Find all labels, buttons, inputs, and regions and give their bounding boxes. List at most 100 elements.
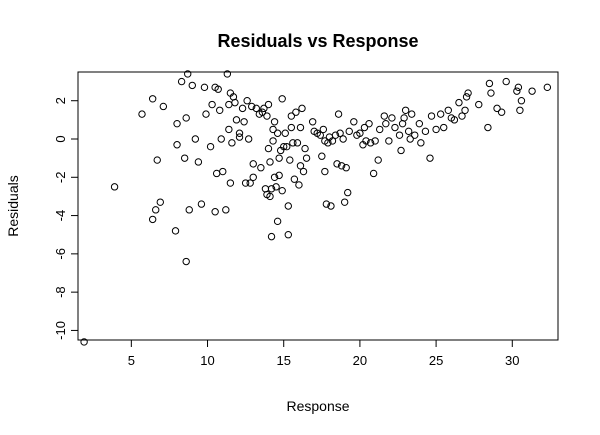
data-point [267, 185, 276, 193]
data-point [345, 127, 353, 136]
data-point [278, 186, 286, 195]
data-point [391, 123, 399, 132]
y-tick-label: -6 [53, 248, 68, 260]
data-point [257, 164, 265, 172]
data-point [444, 106, 452, 114]
data-point [374, 156, 382, 164]
data-point [411, 131, 419, 139]
data-point [339, 135, 347, 143]
data-point [484, 123, 492, 132]
y-tick-label: 2 [53, 97, 68, 104]
data-point [287, 112, 296, 120]
data-point [148, 95, 157, 103]
data-point [427, 112, 436, 120]
data-point [421, 127, 430, 136]
data-point [269, 137, 277, 145]
data-point [360, 123, 369, 132]
data-point [397, 146, 405, 155]
chart-title: Residuals vs Response [217, 31, 418, 51]
data-point [450, 116, 459, 124]
data-point [432, 125, 440, 134]
data-point [284, 202, 292, 210]
data-point [182, 257, 190, 266]
data-point [319, 125, 328, 134]
data-point [217, 135, 225, 143]
data-point [458, 112, 466, 120]
data-point [388, 114, 396, 122]
data-point [382, 119, 390, 128]
data-point [415, 119, 424, 128]
data-point [327, 202, 335, 210]
y-axis-label: Residuals [5, 175, 21, 236]
data-point [185, 206, 193, 214]
data-point [464, 89, 472, 97]
data-point [182, 114, 190, 122]
plot-frame [77, 71, 559, 341]
data-point [270, 173, 279, 181]
data-point [417, 139, 425, 147]
data-point [171, 227, 180, 235]
data-point [493, 104, 501, 113]
data-point [365, 119, 373, 128]
data-point [264, 144, 273, 153]
data-point [342, 164, 350, 172]
data-point [426, 154, 434, 162]
data-point [395, 131, 404, 139]
data-point [376, 125, 384, 134]
data-point [302, 154, 311, 162]
y-tick-label: -10 [53, 321, 68, 340]
data-point [244, 135, 253, 143]
data-point [340, 198, 349, 206]
data-point [80, 338, 88, 346]
y-tick-label: 0 [53, 135, 68, 142]
data-point [252, 104, 260, 113]
data-point [173, 141, 181, 149]
data-point [380, 112, 388, 120]
data-point [280, 142, 288, 151]
data-point [212, 169, 221, 178]
data-point [331, 131, 340, 139]
data-point [462, 93, 471, 101]
data-point [333, 160, 341, 168]
data-point [408, 110, 416, 118]
x-tick-label: 15 [276, 353, 290, 368]
data-point [528, 87, 536, 95]
data-point [295, 181, 303, 189]
data-point [208, 100, 216, 109]
data-point [263, 112, 271, 120]
data-point [241, 179, 250, 187]
data-point [514, 83, 523, 92]
data-point [298, 104, 306, 113]
data-point [148, 215, 157, 224]
data-point [296, 162, 305, 170]
data-point [401, 106, 410, 114]
data-point [440, 123, 448, 132]
data-point [238, 104, 247, 113]
data-point [293, 139, 302, 147]
data-point [299, 167, 308, 176]
data-point [246, 179, 254, 187]
data-point [228, 139, 236, 147]
data-point [275, 154, 283, 162]
data-point [152, 206, 160, 214]
data-point [159, 102, 168, 111]
data-point [322, 200, 331, 208]
data-point [202, 110, 210, 118]
data-point [173, 119, 181, 128]
data-point [485, 79, 494, 88]
data-point [219, 167, 227, 176]
data-point [153, 156, 161, 164]
data-point [273, 217, 282, 226]
data-point [231, 98, 239, 107]
data-point [188, 81, 196, 90]
data-point [400, 114, 408, 122]
data-point [232, 116, 241, 124]
data-point [191, 135, 200, 143]
data-point [289, 139, 297, 147]
data-point [290, 175, 299, 183]
data-point [194, 158, 203, 166]
data-point [344, 188, 352, 197]
data-point [404, 127, 413, 136]
data-point [283, 142, 291, 151]
